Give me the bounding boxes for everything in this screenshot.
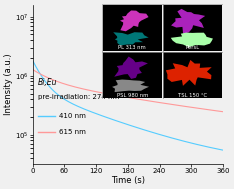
Y-axis label: Intensity (a.u.): Intensity (a.u.) — [4, 54, 13, 115]
Text: Bi,Eu: Bi,Eu — [38, 78, 58, 87]
Text: pre-irradiation: 274 nm: pre-irradiation: 274 nm — [38, 94, 120, 100]
Text: 615 nm: 615 nm — [59, 129, 86, 135]
Text: 410 nm: 410 nm — [59, 113, 86, 119]
X-axis label: Time (s): Time (s) — [111, 176, 145, 185]
